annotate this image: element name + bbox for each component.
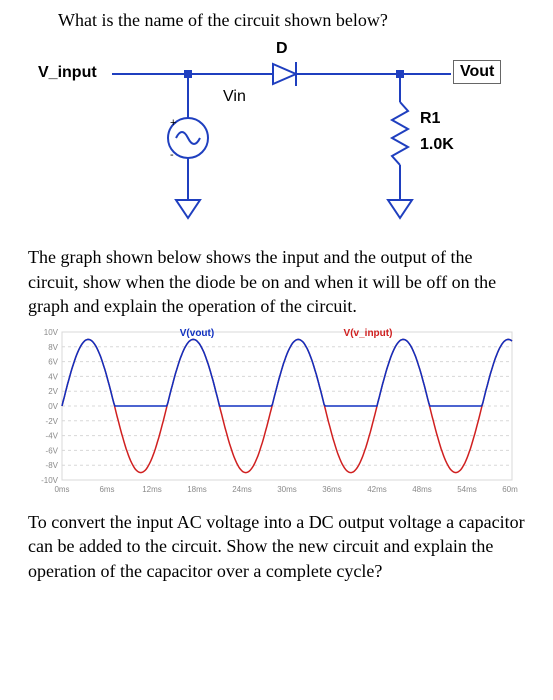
svg-text:+: + <box>170 117 176 129</box>
svg-text:-4V: -4V <box>46 432 59 441</box>
svg-text:60ms: 60ms <box>502 485 518 494</box>
label-vinput: V_input <box>38 64 97 82</box>
question-3: To convert the input AC voltage into a D… <box>28 510 525 583</box>
svg-text:-8V: -8V <box>46 461 59 470</box>
graph-svg: 10V 8V 6V 4V 2V 0V -2V -4V -6V -8V -10V0ms 6ms 12ms 1… <box>28 326 518 496</box>
svg-text:24ms: 24ms <box>232 485 252 494</box>
label-r1: R1 <box>420 110 440 128</box>
question-2: The graph shown below shows the input an… <box>28 245 525 318</box>
svg-text:18ms: 18ms <box>187 485 207 494</box>
svg-text:2V: 2V <box>48 387 58 396</box>
svg-text:10V: 10V <box>44 328 59 337</box>
svg-text:6V: 6V <box>48 358 58 367</box>
svg-text:4V: 4V <box>48 373 58 382</box>
svg-text:48ms: 48ms <box>412 485 432 494</box>
svg-text:36ms: 36ms <box>322 485 342 494</box>
question-1: What is the name of the circuit shown be… <box>28 8 525 32</box>
label-d: D <box>276 40 288 58</box>
label-r1-value: 1.0K <box>420 136 454 154</box>
svg-text:8V: 8V <box>48 343 58 352</box>
svg-text:0V: 0V <box>48 402 58 411</box>
svg-text:-2V: -2V <box>46 417 59 426</box>
svg-text:0ms: 0ms <box>54 485 69 494</box>
svg-text:30ms: 30ms <box>277 485 297 494</box>
label-vout: Vout <box>453 60 501 84</box>
svg-text:54ms: 54ms <box>457 485 477 494</box>
svg-text:V(v_input): V(v_input) <box>344 328 393 339</box>
svg-text:V(vout): V(vout) <box>180 328 214 339</box>
svg-text:-: - <box>170 149 174 161</box>
svg-text:12ms: 12ms <box>142 485 162 494</box>
svg-text:-6V: -6V <box>46 447 59 456</box>
circuit-diagram: D V_input Vout Vin R1 1.0K + - <box>28 40 518 235</box>
svg-text:-10V: -10V <box>41 476 59 485</box>
waveform-graph: 10V 8V 6V 4V 2V 0V -2V -4V -6V -8V -10V0ms 6ms 12ms 1… <box>28 326 518 496</box>
svg-text:6ms: 6ms <box>99 485 114 494</box>
svg-text:42ms: 42ms <box>367 485 387 494</box>
label-vin: Vin <box>223 88 246 106</box>
